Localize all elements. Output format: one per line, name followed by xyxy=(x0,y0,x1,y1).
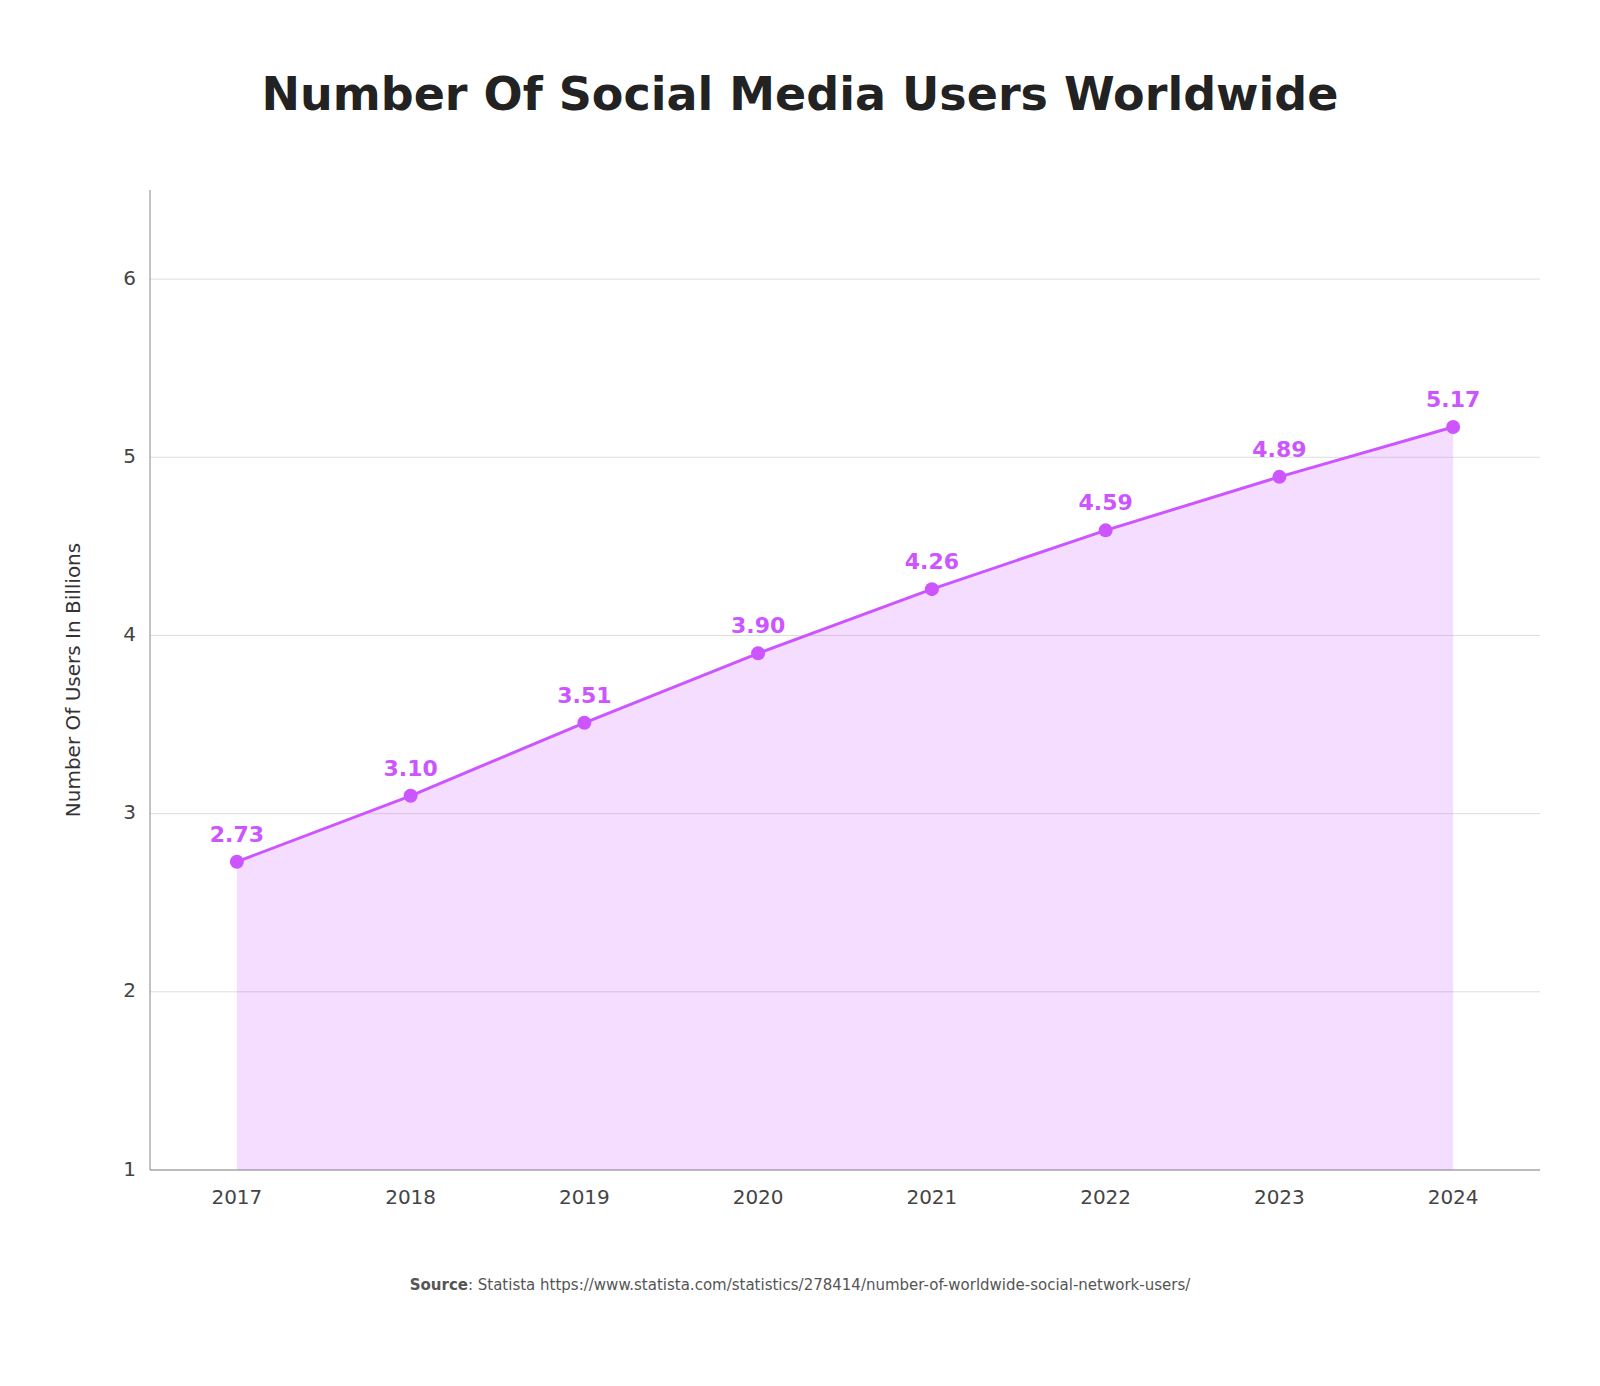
x-tick-label: 2023 xyxy=(1254,1185,1305,1209)
grid xyxy=(150,279,1540,1170)
source: Source: Statista https://www.statista.co… xyxy=(410,1276,1192,1294)
x-tick-label: 2024 xyxy=(1428,1185,1479,1209)
x-tick-label: 2017 xyxy=(211,1185,262,1209)
data-label: 3.51 xyxy=(557,683,611,708)
line xyxy=(237,427,1453,862)
marker xyxy=(230,855,244,869)
x-tick-label: 2019 xyxy=(559,1185,610,1209)
data-label: 4.59 xyxy=(1078,490,1132,515)
area xyxy=(237,427,1453,1170)
x-tick-label: 2018 xyxy=(385,1185,436,1209)
y-tick-label: 6 xyxy=(123,266,136,290)
chart: Number Of Social Media Users Worldwide 1 2… xyxy=(0,0,1600,1386)
source-part: Source xyxy=(410,1276,468,1294)
marker xyxy=(1272,470,1286,484)
y-tick-label: 5 xyxy=(123,444,136,468)
marker xyxy=(1446,420,1460,434)
y-tick-label: 4 xyxy=(123,622,136,646)
data-label: 3.10 xyxy=(383,756,437,781)
marker xyxy=(751,646,765,660)
data-label: 4.89 xyxy=(1252,437,1306,462)
data-label: 2.73 xyxy=(210,822,264,847)
y-tick-label: 1 xyxy=(123,1157,136,1181)
y-axis-label: Number Of Users In Billions xyxy=(61,543,85,817)
x-tick-label: 2022 xyxy=(1080,1185,1131,1209)
data-label: 3.90 xyxy=(731,613,785,638)
x-tick-label: 2021 xyxy=(906,1185,957,1209)
grid-line xyxy=(150,279,1540,280)
data-label: 4.26 xyxy=(905,549,959,574)
y-tick-label: 3 xyxy=(123,800,136,824)
y-tick-label: 2 xyxy=(123,978,136,1002)
grid-line xyxy=(150,457,1540,458)
marker xyxy=(577,716,591,730)
marker xyxy=(1099,523,1113,537)
y-axis-line xyxy=(150,190,151,1170)
marker xyxy=(404,789,418,803)
source-part: : Statista https://www.statista.com/stat… xyxy=(468,1276,1191,1294)
x-tick-label: 2020 xyxy=(733,1185,784,1209)
data-label: 5.17 xyxy=(1426,387,1480,412)
marker xyxy=(925,582,939,596)
title: Number Of Social Media Users Worldwide xyxy=(262,67,1339,121)
plot-area xyxy=(230,420,1460,1170)
